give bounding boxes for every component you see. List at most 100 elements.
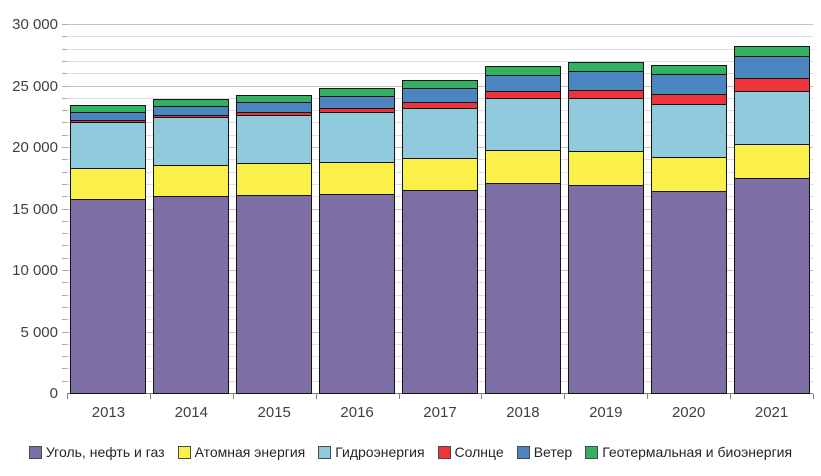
y-axis-tick (62, 294, 67, 296)
x-axis-tick (149, 394, 151, 399)
y-axis-tick (62, 233, 67, 235)
y-axis-tick (62, 183, 67, 185)
y-axis-tick (62, 208, 67, 210)
x-axis-label: 2016 (340, 404, 374, 421)
bar-segment-2016-series-5 (320, 88, 395, 96)
bar-segment-2014-series-3 (154, 114, 229, 118)
y-axis-tick (62, 331, 67, 333)
legend-swatch-icon (177, 445, 191, 459)
bar-segment-2017-series-2 (403, 107, 477, 158)
legend-item-0: Уголь, нефть и газ (28, 444, 165, 460)
legend-swatch-icon (516, 445, 530, 459)
legend-swatch-icon (437, 445, 451, 459)
bar-2019 (567, 62, 644, 394)
gridline (67, 36, 813, 38)
y-axis-tick (62, 134, 67, 136)
bar-segment-2020-series-2 (651, 103, 726, 158)
bar-segment-2013-series-4 (71, 111, 146, 120)
gridline (67, 60, 813, 62)
y-axis-tick (62, 60, 67, 62)
y-axis-tick (62, 196, 67, 198)
y-axis-tick (62, 282, 67, 284)
bar-segment-2021-series-0 (734, 178, 809, 393)
bar-2015 (236, 94, 313, 394)
bar-segment-2021-series-5 (734, 45, 809, 56)
y-axis-tick (62, 110, 67, 112)
y-axis-tick (62, 147, 67, 148)
bar-segment-2018-series-1 (485, 150, 560, 184)
y-axis-label: 15 000 (12, 200, 58, 218)
y-axis-tick (62, 36, 67, 38)
bar-segment-2015-series-4 (237, 102, 312, 113)
legend-label: Уголь, нефть и газ (45, 444, 165, 460)
x-axis-label: 2014 (174, 404, 208, 421)
bar-segment-2021-series-2 (734, 91, 809, 144)
y-axis-tick (62, 380, 67, 382)
bar-segment-2019-series-5 (568, 62, 643, 72)
bar-segment-2013-series-3 (71, 119, 146, 122)
bar-segment-2014-series-1 (154, 164, 229, 197)
y-axis-label: 0 (49, 385, 58, 402)
bar-segment-2021-series-3 (734, 78, 809, 92)
y-axis-label: 25 000 (12, 77, 58, 95)
bar-segment-2018-series-2 (485, 98, 560, 151)
legend-item-5: Геотермальная и биоэнергия (585, 444, 792, 460)
bar-segment-2014-series-5 (154, 99, 229, 106)
y-axis-tick (62, 171, 67, 173)
y-axis-tick (62, 257, 67, 259)
bar-2018 (484, 65, 561, 394)
bar-2021 (733, 45, 810, 394)
bar-segment-2013-series-0 (71, 198, 146, 393)
y-axis-tick (62, 368, 67, 370)
legend-label: Геотермальная и биоэнергия (602, 444, 793, 460)
bar-segment-2018-series-0 (485, 183, 560, 393)
bar-segment-2014-series-4 (154, 105, 229, 115)
legend-label: Ветер (533, 444, 573, 460)
y-axis-tick (62, 270, 67, 271)
bar-2014 (153, 99, 230, 394)
bar-segment-2015-series-0 (237, 194, 312, 393)
bar-segment-2020-series-3 (651, 93, 726, 104)
legend-swatch-icon (585, 445, 599, 459)
x-axis-label: 2019 (589, 404, 623, 421)
bar-segment-2020-series-1 (651, 157, 726, 191)
x-axis-tick (730, 394, 732, 399)
bar-segment-2016-series-1 (320, 161, 395, 194)
y-axis-label: 20 000 (12, 139, 58, 156)
x-axis-label: 2015 (257, 404, 291, 421)
legend-item-3: Солнце (437, 444, 504, 460)
x-axis-label: 2021 (754, 404, 789, 421)
y-axis-tick (62, 24, 67, 25)
bar-segment-2015-series-1 (237, 163, 312, 195)
bar-segment-2017-series-3 (403, 102, 477, 108)
legend-label: Солнце (454, 444, 504, 460)
bar-segment-2019-series-0 (568, 185, 643, 393)
y-axis-tick (62, 319, 67, 321)
y-axis-label: 5 000 (20, 323, 58, 341)
y-axis-label: 10 000 (12, 262, 58, 279)
y-axis-tick (62, 85, 67, 87)
bar-segment-2017-series-4 (403, 88, 477, 103)
bar-segment-2019-series-4 (568, 71, 643, 90)
y-axis-tick (62, 343, 67, 345)
bar-segment-2017-series-1 (403, 157, 477, 191)
bar-segment-2014-series-0 (154, 196, 229, 393)
y-axis-tick (62, 220, 67, 222)
legend-swatch-icon (318, 445, 332, 459)
bar-segment-2013-series-2 (71, 121, 146, 169)
bar-segment-2013-series-1 (71, 168, 146, 199)
bar-segment-2015-series-3 (237, 112, 312, 116)
legend-label: Гидроэнергия (335, 444, 425, 460)
bar-segment-2019-series-2 (568, 98, 643, 151)
gridline (67, 48, 813, 50)
bar-segment-2021-series-1 (734, 143, 809, 179)
bar-segment-2013-series-5 (71, 105, 146, 112)
bar-segment-2014-series-2 (154, 117, 229, 165)
bar-segment-2018-series-4 (485, 74, 560, 92)
y-axis: 0 5 000 10 000 15 000 20 000 25 000 30 000 (0, 16, 58, 402)
bar-segment-2019-series-3 (568, 89, 643, 99)
y-axis-tick (62, 159, 67, 161)
legend-label: Атомная энергия (194, 444, 306, 460)
plot-area (62, 24, 814, 399)
